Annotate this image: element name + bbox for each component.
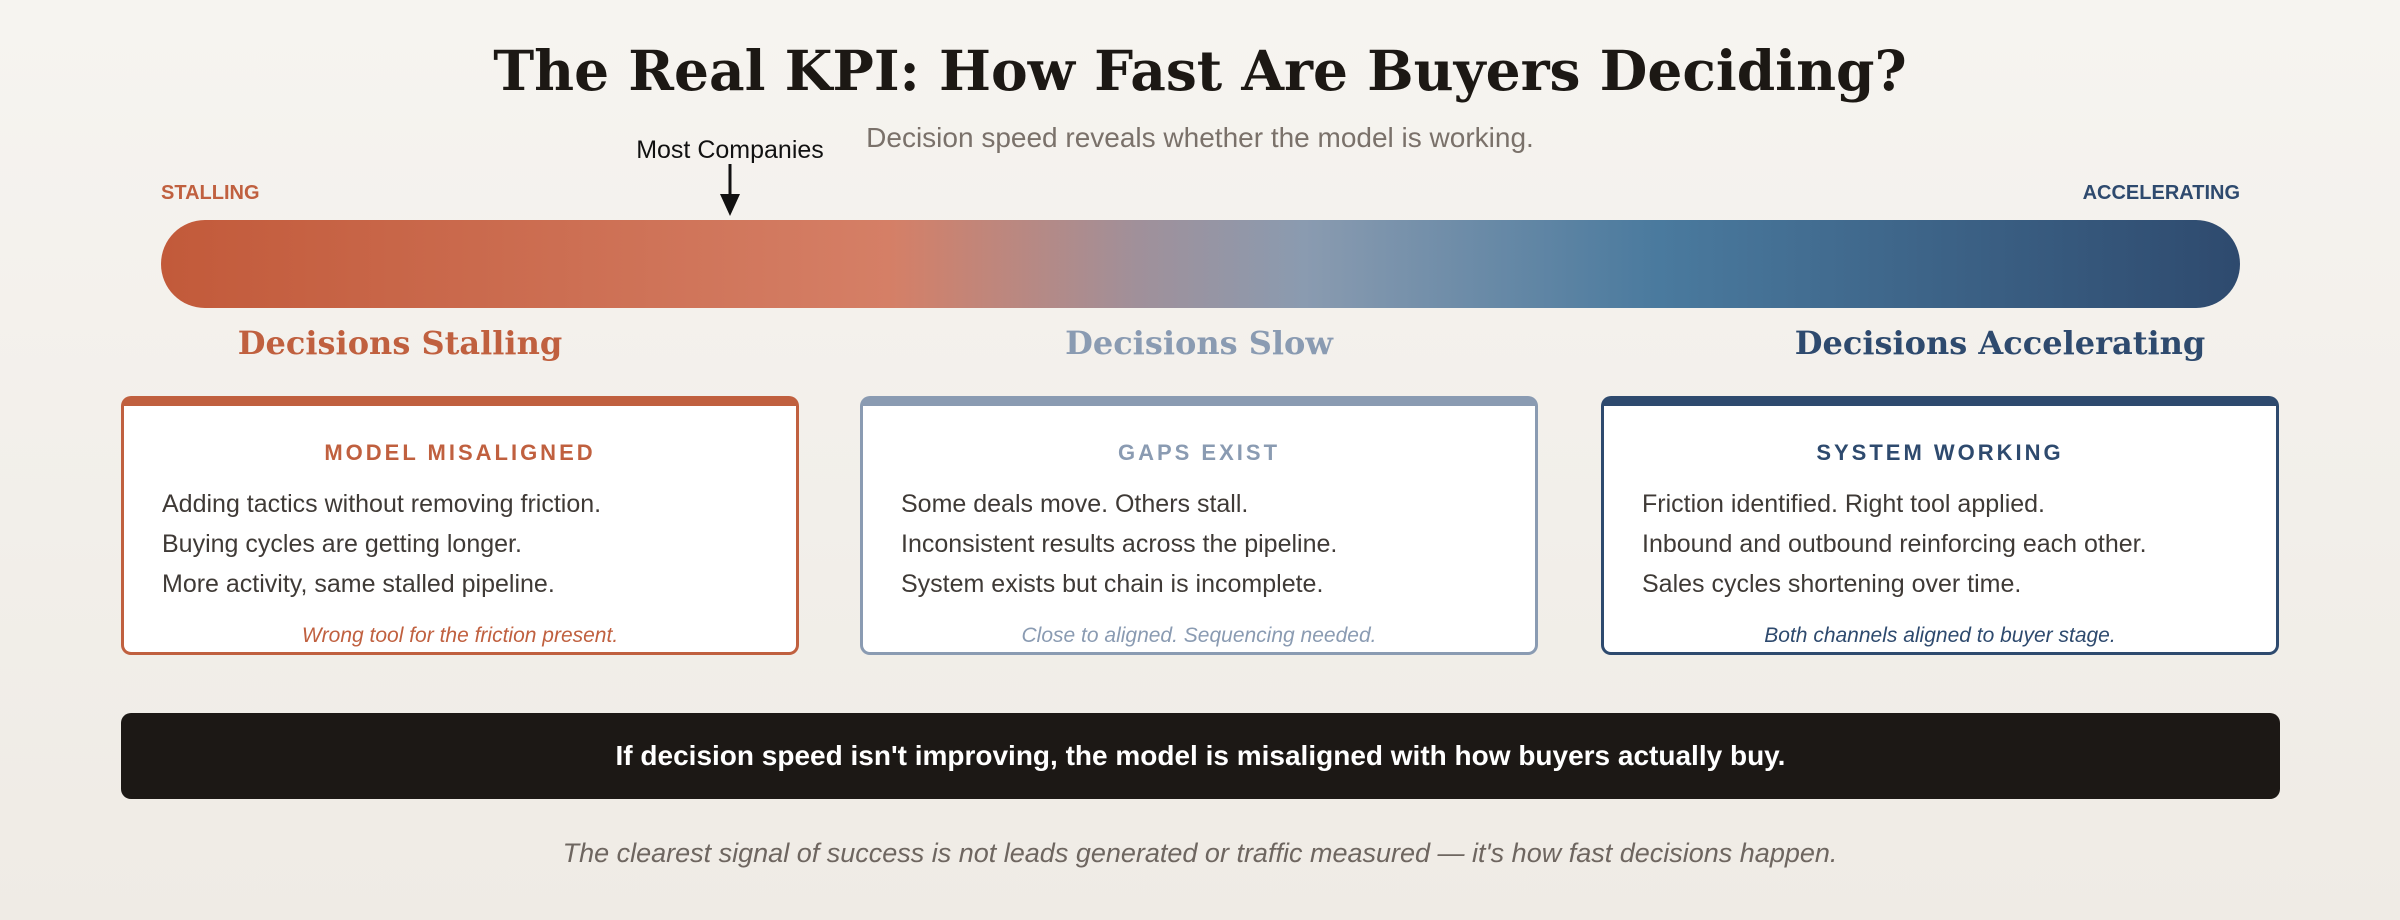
speed-gradient-bar — [161, 220, 2240, 308]
card: SYSTEM WORKING Friction identified. Right… — [1601, 396, 2279, 655]
card-note: Wrong tool for the friction present. — [301, 624, 619, 647]
card-line: System exists but chain is incomplete. — [901, 570, 1324, 598]
subtitle: Decision speed reveals whether the model… — [866, 122, 1534, 153]
card-line: Inbound and outbound reinforcing each ot… — [1642, 530, 2147, 558]
card-line: Buying cycles are getting longer. — [162, 530, 522, 558]
card-title: GAPS EXIST — [1117, 440, 1281, 465]
card-note: Both channels aligned to buyer stage. — [1764, 624, 2116, 647]
card-line: Sales cycles shortening over time. — [1642, 570, 2022, 598]
banner: If decision speed isn't improving, the m… — [121, 713, 2280, 799]
card-line: Some deals move. Others stall. — [901, 490, 1249, 518]
card-title: SYSTEM WORKING — [1816, 440, 2064, 465]
card: MODEL MISALIGNED Adding tactics without r… — [121, 396, 799, 655]
card-note: Close to aligned. Sequencing needed. — [1021, 624, 1377, 647]
card-line: Inconsistent results across the pipeline… — [901, 530, 1338, 558]
zone-heading: Decisions Accelerating — [1794, 324, 2206, 362]
scale-right-label: ACCELERATING — [2082, 182, 2240, 204]
zone-heading: Decisions Stalling — [237, 324, 563, 362]
card-line: More activity, same stalled pipeline. — [162, 570, 555, 598]
card-line: Adding tactics without removing friction… — [162, 490, 602, 518]
scale-left-label: STALLING — [161, 182, 260, 204]
card: GAPS EXIST Some deals move. Others stall.… — [860, 396, 1538, 655]
card-title: MODEL MISALIGNED — [324, 440, 596, 465]
footer: The clearest signal of success is not le… — [562, 838, 1838, 868]
title: The Real KPI: How Fast Are Buyers Decidi… — [493, 38, 1907, 103]
marker-label: Most Companies — [636, 136, 824, 164]
zone-heading: Decisions Slow — [1065, 324, 1333, 362]
marker-arrow — [720, 164, 740, 216]
card-line: Friction identified. Right tool applied. — [1642, 490, 2046, 518]
